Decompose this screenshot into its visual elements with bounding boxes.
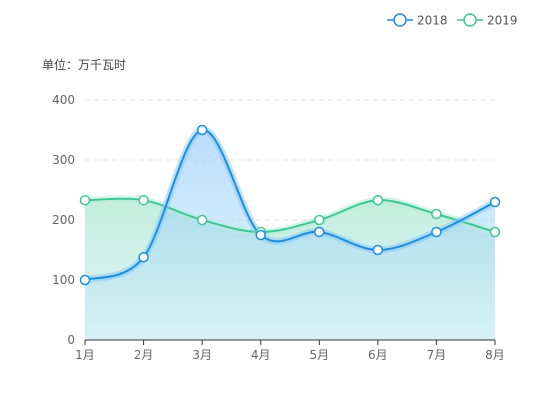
data-point-2019[interactable] [489, 226, 501, 238]
series-points [79, 124, 501, 286]
legend-circle-icon [393, 13, 407, 27]
data-point-2019[interactable] [79, 194, 91, 206]
y-axis-ticks: 0 100 200 300 400 [52, 93, 75, 347]
y-tick-label: 100 [52, 273, 75, 287]
data-point-2018[interactable] [255, 229, 266, 241]
legend-item-2019[interactable]: 2019 [457, 13, 518, 28]
data-point-2018[interactable] [431, 226, 442, 238]
y-tick-label: 200 [52, 213, 75, 227]
legend-label: 2018 [417, 14, 448, 28]
x-tick-label: 1月 [75, 348, 95, 362]
legend-item-2018[interactable]: 2018 [387, 13, 448, 28]
legend-circle-icon [463, 13, 477, 27]
x-tick-label: 8月 [485, 348, 505, 362]
data-point-2018[interactable] [314, 226, 325, 238]
x-axis-ticks: 1月 2月 3月 4月 5月 6月 7月 8月 [75, 340, 505, 362]
y-tick-label: 0 [67, 333, 75, 347]
data-point-2019[interactable] [431, 208, 442, 220]
data-point-2019[interactable] [372, 194, 384, 206]
data-point-2019[interactable] [314, 214, 325, 226]
data-point-2019[interactable] [196, 214, 208, 226]
x-tick-label: 4月 [251, 348, 271, 362]
x-tick-label: 2月 [134, 348, 154, 362]
data-point-2018[interactable] [372, 244, 384, 256]
data-point-2018[interactable] [196, 124, 208, 136]
x-tick-label: 3月 [192, 348, 212, 362]
x-tick-label: 7月 [427, 348, 447, 362]
x-tick-label: 5月 [309, 348, 329, 362]
unit-label: 单位：万千瓦时 [42, 57, 126, 72]
series-areas [85, 129, 495, 340]
y-tick-label: 300 [52, 153, 75, 167]
data-point-2018[interactable] [79, 274, 91, 286]
x-tick-label: 6月 [368, 348, 388, 362]
data-point-2019[interactable] [138, 194, 149, 206]
data-point-2018[interactable] [138, 251, 149, 263]
legend-label: 2019 [487, 14, 518, 28]
series-area-2018 [85, 129, 495, 340]
legend[interactable]: 2018 2019 [387, 13, 518, 28]
y-tick-label: 400 [52, 93, 75, 107]
data-point-2018[interactable] [489, 196, 501, 208]
